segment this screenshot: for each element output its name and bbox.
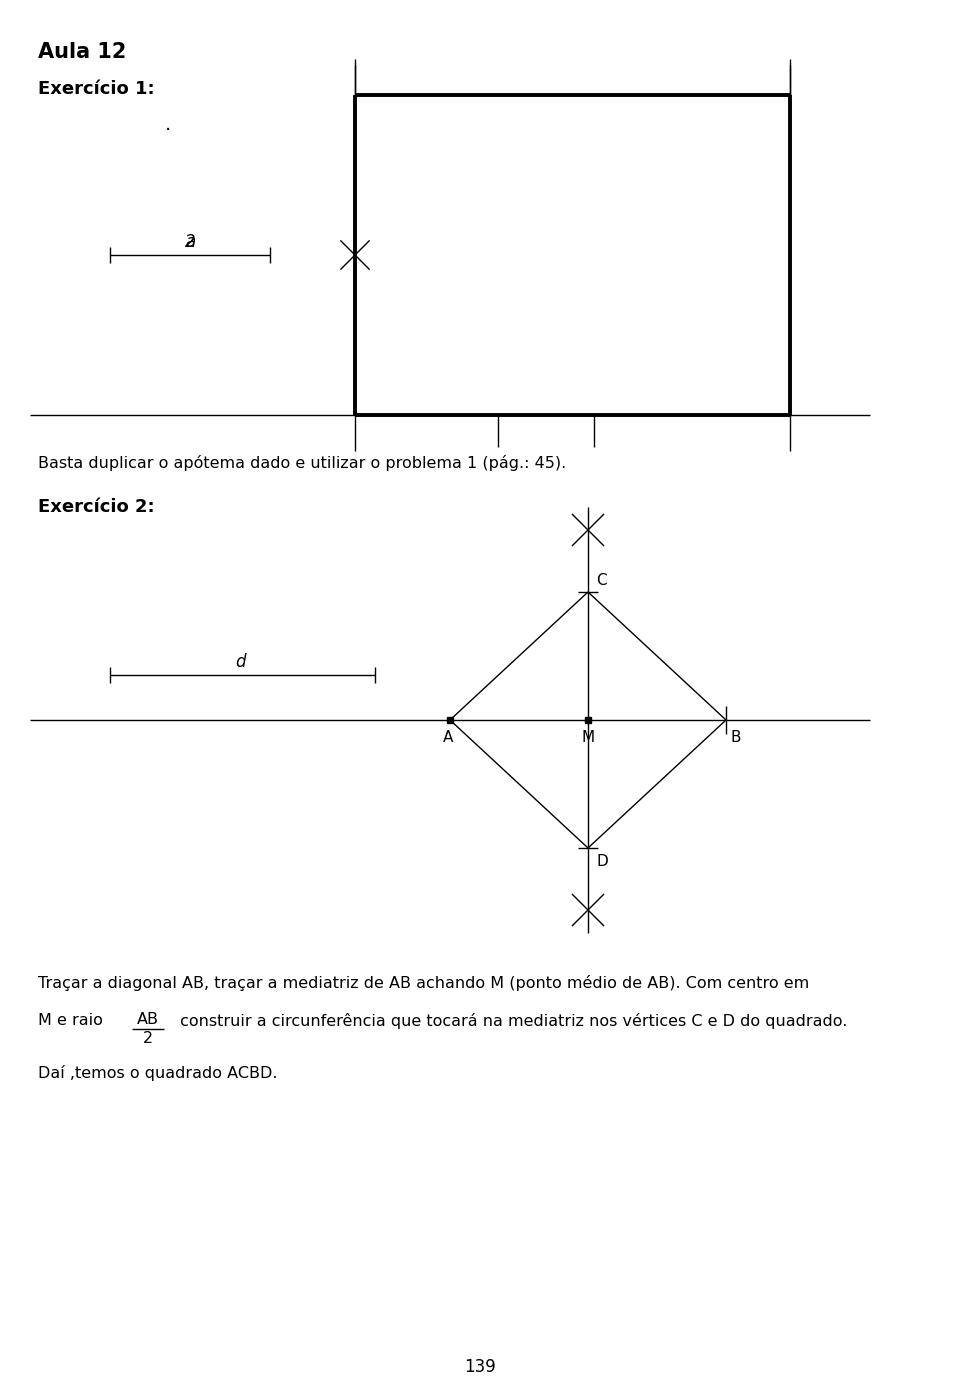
Text: Daí ,temos o quadrado ACBD.: Daí ,temos o quadrado ACBD. <box>38 1065 277 1081</box>
Text: Exercício 1:: Exercício 1: <box>38 81 155 99</box>
Text: M e raio: M e raio <box>38 1013 108 1029</box>
Text: Traçar a diagonal AB, traçar a mediatriz de AB achando M (ponto médio de AB). Co: Traçar a diagonal AB, traçar a mediatriz… <box>38 974 809 991</box>
Text: construir a circunferência que tocará na mediatriz nos vértices C e D do quadrad: construir a circunferência que tocará na… <box>175 1013 848 1029</box>
Text: D: D <box>596 853 608 869</box>
Text: d: d <box>235 653 245 671</box>
Text: a: a <box>185 234 195 252</box>
Text: Exercício 2:: Exercício 2: <box>38 498 155 516</box>
Text: B: B <box>731 730 741 745</box>
Text: .: . <box>165 115 171 133</box>
Text: M: M <box>582 730 594 745</box>
Text: Basta duplicar o apótema dado e utilizar o problema 1 (pág.: 45).: Basta duplicar o apótema dado e utilizar… <box>38 455 566 471</box>
Text: 2: 2 <box>143 1031 153 1047</box>
Text: 2: 2 <box>184 234 195 252</box>
Text: AB: AB <box>137 1012 159 1027</box>
Text: Aula 12: Aula 12 <box>38 42 127 63</box>
Text: A: A <box>443 730 453 745</box>
Text: C: C <box>596 573 607 588</box>
Text: 139: 139 <box>464 1358 496 1376</box>
